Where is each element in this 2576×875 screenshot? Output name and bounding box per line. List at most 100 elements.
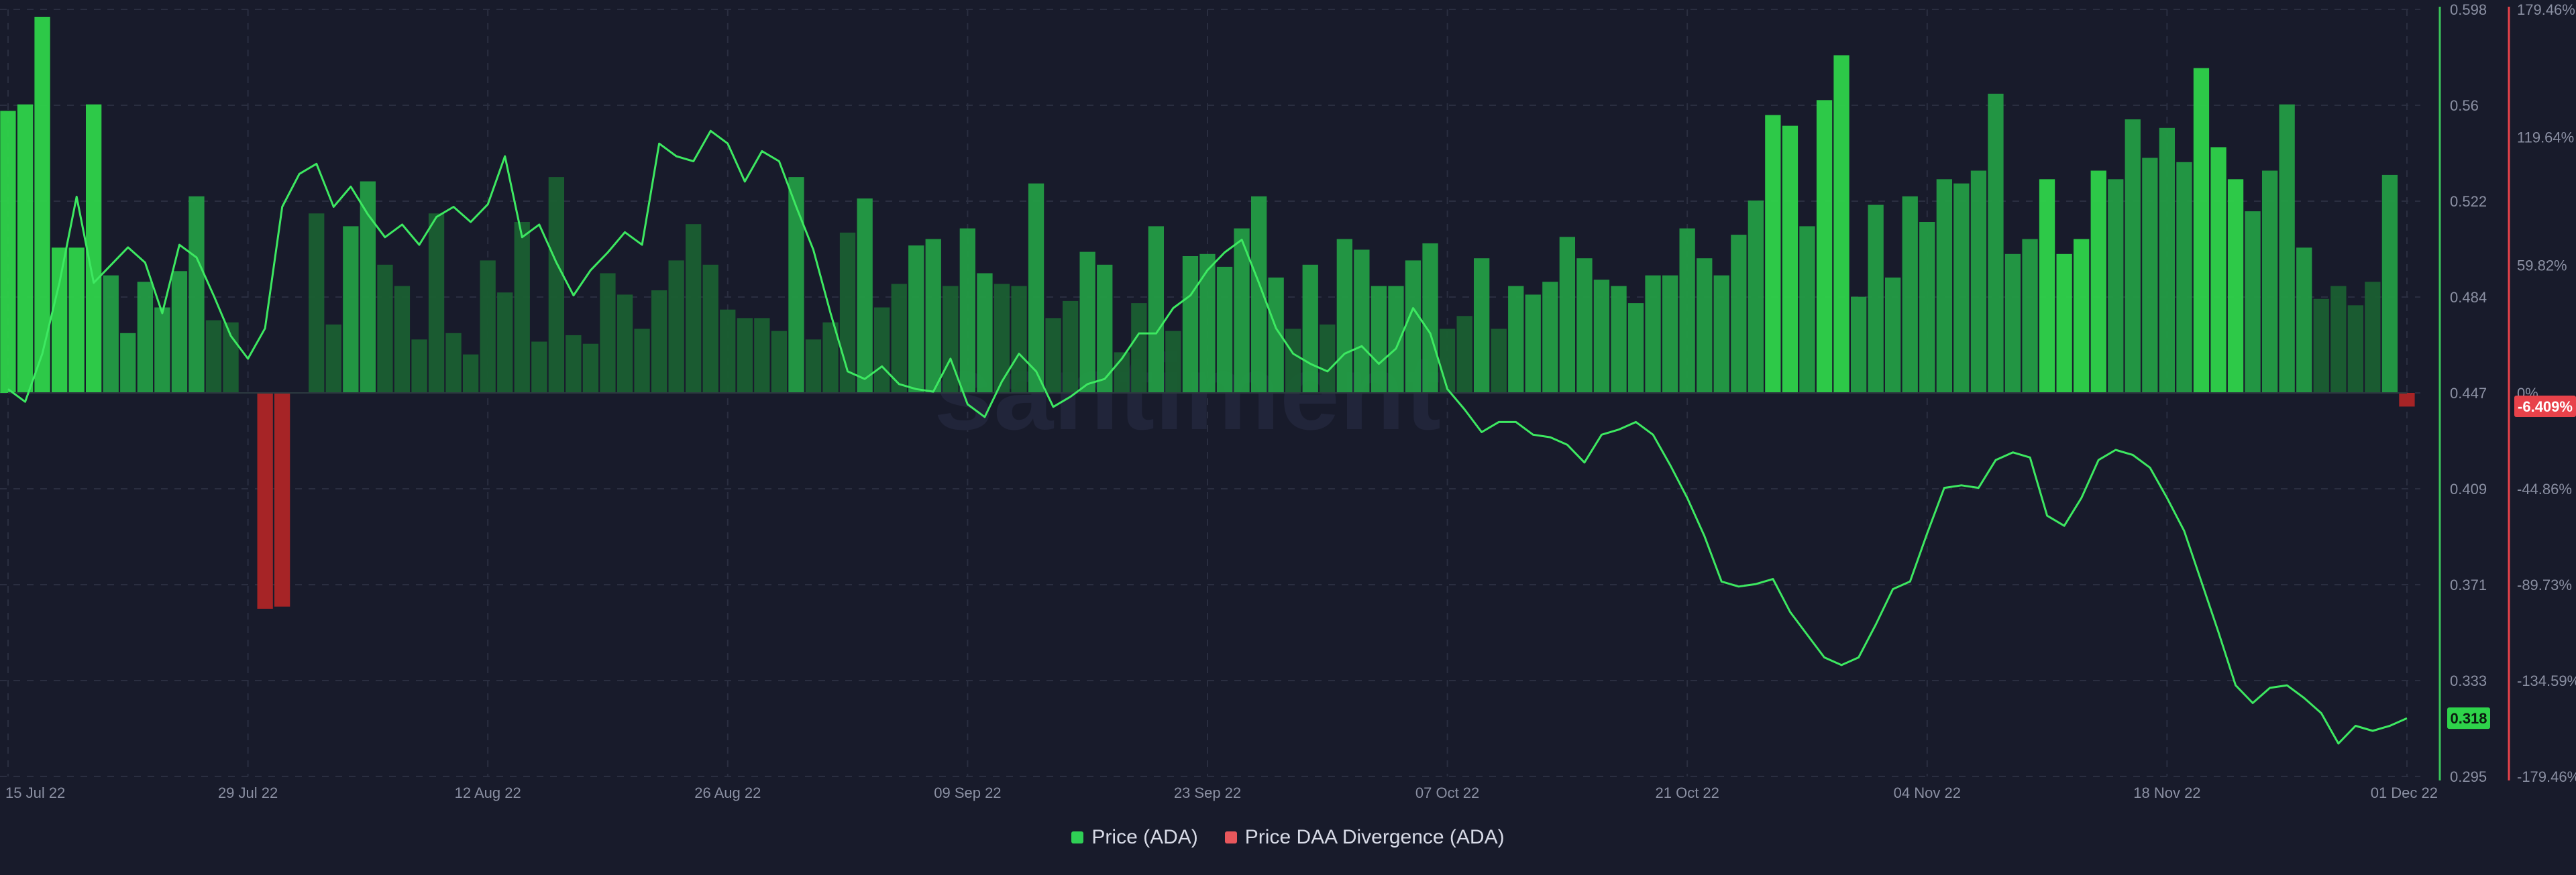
divergence-bar[interactable] [325,325,341,393]
divergence-bar[interactable] [668,260,684,393]
divergence-bar[interactable] [463,354,479,393]
divergence-bar[interactable] [1045,318,1061,393]
divergence-bar[interactable] [2004,253,2021,393]
divergence-bar[interactable] [1320,325,1336,393]
divergence-bar[interactable] [2296,247,2312,393]
divergence-bar[interactable] [1799,226,1815,393]
divergence-bar[interactable] [1576,258,1593,393]
divergence-bar[interactable] [1199,253,1216,393]
divergence-bar[interactable] [17,104,34,393]
divergence-bar[interactable] [2125,119,2141,393]
divergence-bar[interactable] [0,111,16,394]
divergence-bar[interactable] [1456,316,1472,393]
divergence-bar[interactable] [651,290,667,393]
divergence-bar[interactable] [531,341,547,394]
divergence-bar[interactable] [394,286,411,393]
divergence-bar[interactable] [2176,162,2192,394]
divergence-bar[interactable] [822,322,839,393]
divergence-bar[interactable] [1559,237,1575,393]
divergence-bar[interactable] [1302,264,1318,393]
divergence-bar[interactable] [2090,170,2106,394]
legend-item-divergence[interactable]: Price DAA Divergence (ADA) [1224,826,1505,849]
divergence-bar[interactable] [720,309,736,393]
divergence-bar[interactable] [1833,55,1849,394]
divergence-bar[interactable] [1371,286,1387,393]
divergence-bar[interactable] [754,318,770,393]
divergence-bar[interactable] [600,273,616,394]
divergence-bar[interactable] [2365,282,2381,393]
divergence-bar[interactable] [1611,286,1627,393]
divergence-bar[interactable] [2074,239,2090,394]
divergence-bar[interactable] [189,196,205,393]
divergence-bar[interactable] [977,273,993,394]
divergence-bar[interactable] [360,181,376,394]
divergence-bar[interactable] [411,339,427,393]
divergence-bar[interactable] [1748,200,1764,393]
divergence-bars[interactable] [0,17,2415,609]
divergence-bar[interactable] [309,213,325,393]
divergence-bar[interactable] [377,264,393,393]
divergence-bar[interactable] [274,393,290,607]
divergence-bar[interactable] [874,307,890,394]
divergence-bar[interactable] [737,318,753,393]
divergence-bar[interactable] [34,17,50,393]
divergence-bar[interactable] [2313,298,2329,393]
divergence-bar[interactable] [1765,115,1781,393]
divergence-bar[interactable] [103,275,119,393]
divergence-bar[interactable] [2142,158,2158,393]
divergence-bar[interactable] [1851,296,1867,393]
divergence-bar[interactable] [514,222,530,393]
divergence-bar[interactable] [2159,127,2175,394]
divergence-bar[interactable] [2245,211,2261,393]
divergence-bar[interactable] [2381,174,2398,393]
divergence-bar[interactable] [1165,331,1181,393]
divergence-bar[interactable] [1011,286,1027,393]
divergence-bar[interactable] [566,335,582,393]
divergence-bar[interactable] [1405,260,1421,393]
divergence-bar[interactable] [1508,286,1524,393]
divergence-bar[interactable] [68,247,85,393]
divergence-bar[interactable] [2262,170,2278,394]
divergence-bar[interactable] [1936,179,1952,393]
divergence-bar[interactable] [857,198,873,393]
divergence-bar[interactable] [839,232,856,393]
divergence-bar[interactable] [428,213,445,393]
divergence-bar[interactable] [1182,256,1199,393]
price-line-group[interactable] [7,129,2408,745]
divergence-bar[interactable] [1216,266,1233,393]
divergence-bar[interactable] [2330,286,2347,393]
divergence-bar[interactable] [686,224,702,393]
divergence-bar[interactable] [2193,68,2210,394]
divergence-bar[interactable] [2210,147,2226,394]
divergence-bar[interactable] [1679,228,1695,393]
divergence-bar[interactable] [171,271,188,393]
divergence-bar[interactable] [1354,249,1370,393]
divergence-bar[interactable] [1063,300,1079,393]
divergence-bar[interactable] [1439,329,1456,393]
divergence-bar[interactable] [1953,183,1970,393]
divergence-bar[interactable] [223,322,239,393]
divergence-bar[interactable] [1268,277,1284,393]
divergence-bar[interactable] [891,284,907,393]
divergence-bar[interactable] [702,264,718,393]
divergence-bar[interactable] [994,284,1010,393]
divergence-bar[interactable] [2056,253,2072,393]
legend-item-price[interactable]: Price (ADA) [1071,826,1198,849]
divergence-bar[interactable] [2279,104,2295,393]
divergence-bar[interactable] [1525,294,1541,393]
price-line[interactable] [7,129,2408,745]
divergence-bar[interactable] [582,343,599,393]
divergence-bar[interactable] [154,307,170,394]
divergence-bar[interactable] [1593,280,1610,393]
divergence-bar[interactable] [497,292,513,393]
divergence-bar[interactable] [1079,251,1095,393]
divergence-bar[interactable] [1474,258,1490,393]
divergence-bar[interactable] [1816,100,1833,394]
divergence-bar[interactable] [445,333,462,393]
divergence-bar[interactable] [1131,303,1147,393]
divergence-bar[interactable] [1234,228,1250,393]
divergence-bar[interactable] [2022,239,2038,394]
divergence-bar[interactable] [2227,179,2244,393]
divergence-bar[interactable] [257,393,273,609]
